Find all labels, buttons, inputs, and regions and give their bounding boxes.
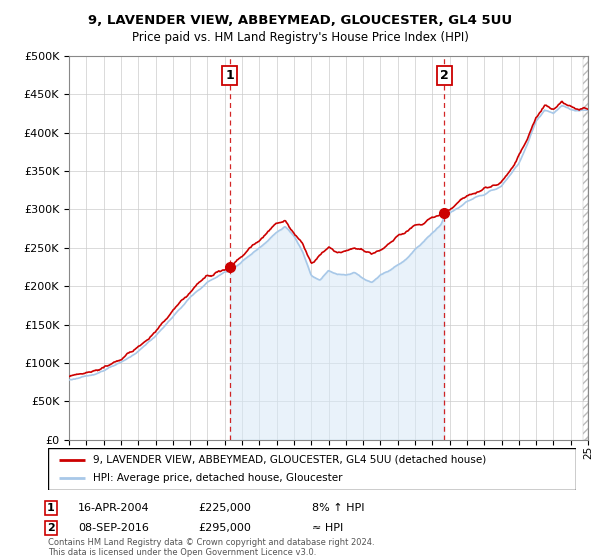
Text: Contains HM Land Registry data © Crown copyright and database right 2024.
This d: Contains HM Land Registry data © Crown c…: [48, 538, 374, 557]
Text: 1: 1: [226, 69, 234, 82]
Text: 9, LAVENDER VIEW, ABBEYMEAD, GLOUCESTER, GL4 5UU (detached house): 9, LAVENDER VIEW, ABBEYMEAD, GLOUCESTER,…: [93, 455, 486, 465]
Text: 2: 2: [440, 69, 449, 82]
Text: 9, LAVENDER VIEW, ABBEYMEAD, GLOUCESTER, GL4 5UU: 9, LAVENDER VIEW, ABBEYMEAD, GLOUCESTER,…: [88, 14, 512, 27]
Text: 08-SEP-2016: 08-SEP-2016: [78, 523, 149, 533]
Text: £225,000: £225,000: [198, 503, 251, 513]
Text: 2: 2: [47, 523, 55, 533]
Text: HPI: Average price, detached house, Gloucester: HPI: Average price, detached house, Glou…: [93, 473, 343, 483]
Text: 16-APR-2004: 16-APR-2004: [78, 503, 149, 513]
Text: ≈ HPI: ≈ HPI: [312, 523, 343, 533]
Text: £295,000: £295,000: [198, 523, 251, 533]
Text: 1: 1: [47, 503, 55, 513]
FancyBboxPatch shape: [48, 448, 576, 490]
Text: 8% ↑ HPI: 8% ↑ HPI: [312, 503, 365, 513]
Text: Price paid vs. HM Land Registry's House Price Index (HPI): Price paid vs. HM Land Registry's House …: [131, 31, 469, 44]
